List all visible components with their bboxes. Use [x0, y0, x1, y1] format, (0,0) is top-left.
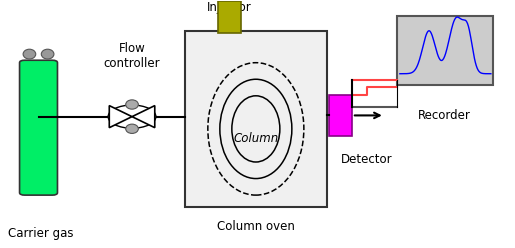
- FancyBboxPatch shape: [20, 60, 58, 195]
- Text: Column: Column: [233, 132, 279, 145]
- Text: Recorder: Recorder: [418, 109, 470, 122]
- Bar: [218, 1, 241, 33]
- Text: Column oven: Column oven: [217, 220, 295, 233]
- Text: Detector: Detector: [341, 154, 392, 166]
- Ellipse shape: [41, 49, 54, 59]
- Bar: [329, 94, 352, 136]
- Polygon shape: [132, 106, 155, 128]
- Ellipse shape: [126, 100, 139, 109]
- Polygon shape: [109, 106, 132, 128]
- FancyBboxPatch shape: [185, 31, 327, 207]
- FancyBboxPatch shape: [398, 16, 493, 85]
- Text: Injector
port: Injector port: [207, 1, 252, 30]
- Text: Carrier gas: Carrier gas: [8, 227, 74, 240]
- Bar: [398, 16, 493, 85]
- Ellipse shape: [23, 49, 36, 59]
- Text: Flow
controller: Flow controller: [104, 42, 160, 70]
- Ellipse shape: [126, 124, 139, 133]
